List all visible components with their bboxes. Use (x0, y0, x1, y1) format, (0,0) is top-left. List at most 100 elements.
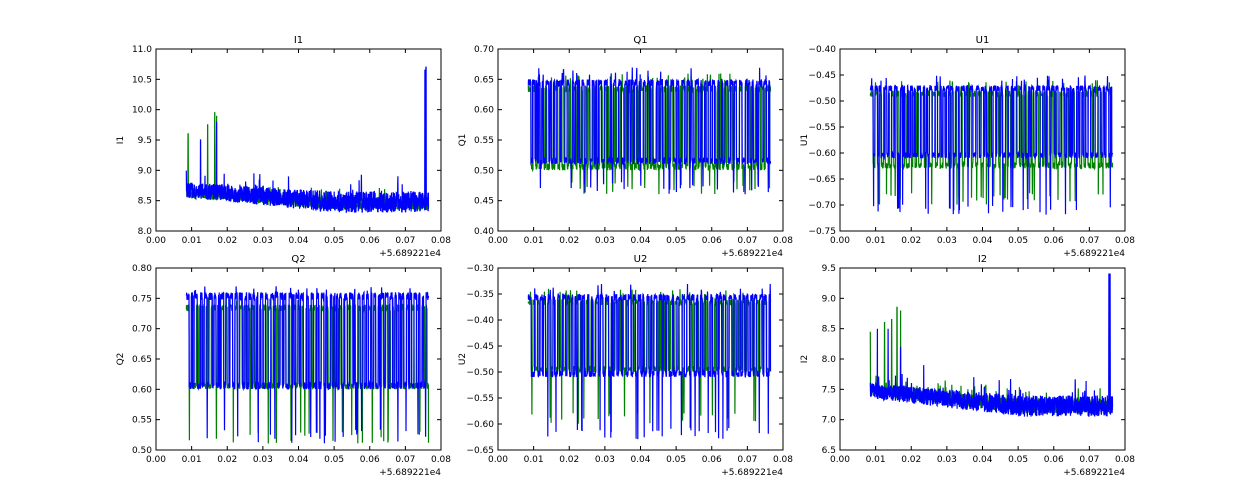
x-tick-label: 0.07 (395, 455, 415, 465)
x-tick-label: 0.02 (559, 236, 579, 246)
y-tick-label: 8.0 (822, 355, 837, 365)
y-tick-label: 8.5 (138, 197, 152, 207)
series-line-blue (185, 286, 430, 444)
y-tick-label: 0.60 (474, 106, 494, 116)
subplot-title: U2 (634, 254, 648, 265)
y-tick-label: 9.0 (138, 166, 153, 176)
x-tick-label: 0.01 (182, 455, 202, 465)
x-tick-label: 0.08 (773, 236, 793, 246)
x-tick-label: 0.00 (488, 455, 508, 465)
x-tick-label: 0.04 (972, 455, 992, 465)
subplot-u2: 0.00 0.01 0.02 0.03 0.04 0.05 0.06 0.07 0.08 −0.6… (458, 254, 793, 478)
y-tick-label: 7.5 (822, 385, 836, 395)
x-tick-label: 0.00 (488, 236, 508, 246)
x-tick-label: 0.08 (1115, 455, 1135, 465)
x-tick-label: 0.00 (146, 236, 166, 246)
y-tick-label: 9.5 (822, 264, 836, 274)
x-tick-label: 0.05 (666, 455, 686, 465)
x-tick-label: 0.00 (830, 455, 850, 465)
y-tick-label: 8.0 (138, 227, 153, 237)
y-tick-label: −0.55 (466, 394, 494, 404)
x-tick-label: 0.04 (288, 455, 308, 465)
y-tick-label: 9.0 (822, 294, 837, 304)
y-tick-label: 9.5 (138, 136, 152, 146)
x-tick-label: 0.02 (901, 236, 921, 246)
y-tick-label: 0.55 (474, 136, 494, 146)
x-offset-label: +5.689221e4 (379, 249, 441, 259)
x-tick-label: 0.08 (431, 455, 451, 465)
y-tick-label: −0.65 (808, 175, 836, 185)
x-tick-label: 0.02 (217, 455, 237, 465)
y-tick-label: −0.60 (808, 149, 836, 159)
x-tick-label: 0.06 (360, 236, 380, 246)
x-tick-label: 0.00 (830, 236, 850, 246)
series-line-green (185, 292, 430, 444)
y-tick-label: 0.65 (132, 355, 152, 365)
y-tick-label: −0.60 (466, 420, 494, 430)
y-tick-label: 6.5 (822, 446, 836, 456)
y-tick-label: −0.50 (808, 97, 836, 107)
x-tick-label: 0.06 (360, 455, 380, 465)
x-tick-label: 0.02 (559, 455, 579, 465)
y-tick-label: 0.50 (474, 166, 494, 176)
subplot-title: U1 (976, 35, 990, 46)
x-tick-label: 0.01 (182, 236, 202, 246)
x-tick-label: 0.05 (1008, 455, 1028, 465)
x-tick-label: 0.05 (324, 236, 344, 246)
x-offset-label: +5.689221e4 (721, 468, 783, 478)
x-tick-label: 0.07 (395, 236, 415, 246)
x-tick-label: 0.08 (1115, 236, 1135, 246)
subplot-title: Q1 (633, 35, 647, 46)
y-tick-label: 0.50 (132, 446, 152, 456)
x-offset-label: +5.689221e4 (1063, 468, 1125, 478)
y-tick-label: −0.75 (808, 227, 836, 237)
y-tick-label: 0.75 (132, 294, 152, 304)
y-tick-label: 0.70 (132, 325, 152, 335)
y-tick-label: −0.35 (466, 290, 494, 300)
series-line-blue (185, 66, 430, 213)
y-axis-label: U1 (800, 134, 810, 146)
subplot-q1: 0.00 0.01 0.02 0.03 0.04 0.05 0.06 0.07 0.08 0.40… (458, 35, 793, 259)
x-tick-label: 0.01 (524, 236, 544, 246)
y-tick-label: 10.5 (132, 75, 152, 85)
y-tick-label: 0.65 (474, 75, 494, 85)
x-tick-label: 0.07 (1079, 236, 1099, 246)
y-tick-label: 0.55 (132, 416, 152, 426)
x-tick-label: 0.01 (524, 455, 544, 465)
subplot-q2: 0.00 0.01 0.02 0.03 0.04 0.05 0.06 0.07 0.08 0.50… (116, 254, 451, 478)
x-offset-label: +5.689221e4 (379, 468, 441, 478)
y-tick-label: 0.80 (132, 264, 152, 274)
x-tick-label: 0.03 (253, 455, 273, 465)
y-tick-label: −0.65 (466, 446, 494, 456)
subplot-i1: 0.00 0.01 0.02 0.03 0.04 0.05 0.06 0.07 0.08 8.0 8… (116, 35, 451, 259)
y-tick-label: −0.50 (466, 368, 494, 378)
x-tick-label: 0.01 (866, 236, 886, 246)
x-tick-label: 0.01 (866, 455, 886, 465)
y-tick-label: −0.45 (466, 342, 494, 352)
x-tick-label: 0.07 (737, 236, 757, 246)
y-axis-label: I1 (116, 136, 126, 144)
x-tick-label: 0.06 (1044, 236, 1064, 246)
y-tick-label: 0.60 (132, 385, 152, 395)
x-tick-label: 0.03 (595, 236, 615, 246)
x-tick-label: 0.07 (737, 455, 757, 465)
y-axis-label: I2 (800, 355, 810, 363)
x-tick-label: 0.04 (972, 236, 992, 246)
x-tick-label: 0.04 (630, 455, 650, 465)
subplot-title: I2 (978, 254, 987, 265)
series-line-blue (869, 75, 1113, 215)
x-tick-label: 0.08 (431, 236, 451, 246)
x-tick-label: 0.03 (937, 236, 957, 246)
y-tick-label: 0.45 (474, 197, 494, 207)
x-tick-label: 0.03 (937, 455, 957, 465)
x-tick-label: 0.02 (901, 455, 921, 465)
y-axis-label: Q2 (116, 353, 126, 366)
y-tick-label: 11.0 (132, 45, 152, 55)
x-offset-label: +5.689221e4 (1063, 249, 1125, 259)
x-tick-label: 0.06 (702, 236, 722, 246)
x-tick-label: 0.06 (702, 455, 722, 465)
x-tick-label: 0.08 (773, 455, 793, 465)
x-tick-label: 0.06 (1044, 455, 1064, 465)
y-tick-label: −0.30 (466, 264, 494, 274)
x-tick-label: 0.03 (595, 455, 615, 465)
